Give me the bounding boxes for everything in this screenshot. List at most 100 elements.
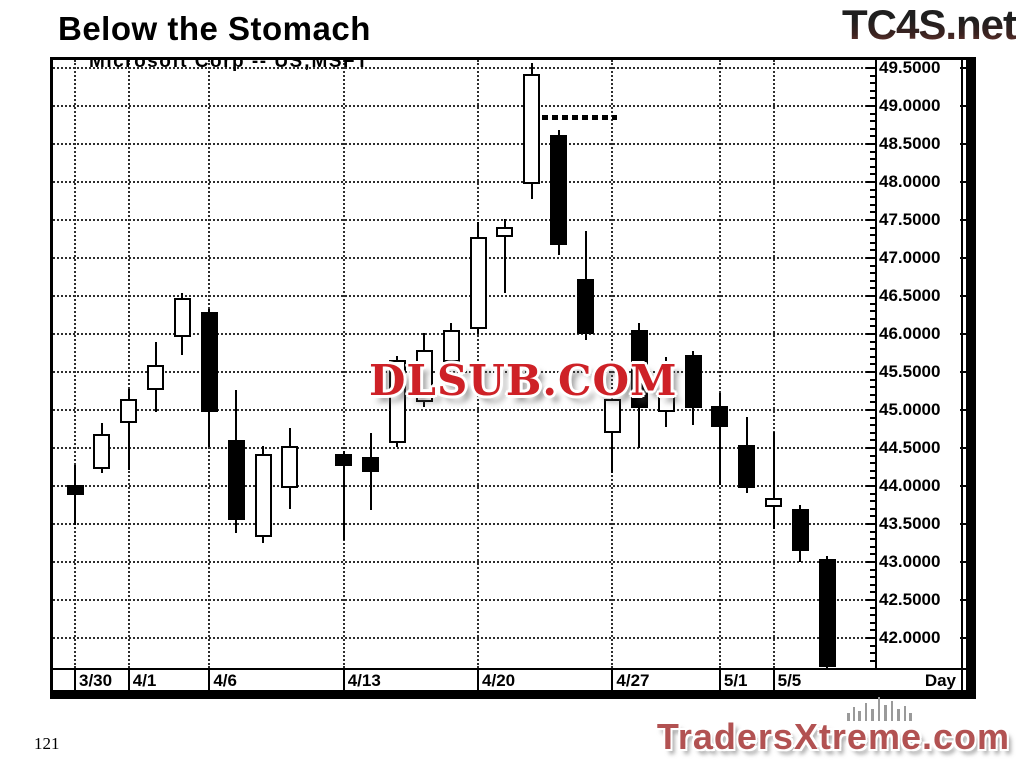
- h-gridline: [53, 485, 871, 487]
- page-number: 121: [34, 734, 60, 753]
- ruler-tick: [870, 545, 875, 548]
- ruler-tick: [870, 507, 875, 510]
- candle-up: [765, 498, 783, 507]
- ruler-tick: [870, 97, 875, 100]
- ruler-tick: [866, 409, 875, 411]
- ruler-tick: [866, 599, 875, 601]
- ruler-tick: [870, 431, 875, 434]
- ruler-tick: [866, 333, 875, 335]
- x-tick-label: 5/5: [777, 671, 802, 690]
- ruler-tick: [870, 424, 875, 427]
- tradersxtreme-logo: TradersXtreme.com: [656, 716, 1010, 757]
- ruler-tick: [870, 386, 875, 389]
- y-tick-nub: [960, 409, 966, 411]
- x-tick-label: 5/1: [723, 671, 748, 690]
- y-tick-nub: [960, 599, 966, 601]
- x-tick-label: 4/6: [213, 671, 237, 690]
- ruler-tick: [866, 447, 875, 449]
- h-gridline: [53, 257, 871, 259]
- ruler-tick: [870, 135, 875, 138]
- ruler-tick: [870, 416, 875, 419]
- ruler-tick: [870, 576, 875, 579]
- ruler-tick: [870, 120, 875, 123]
- ruler-tick: [870, 340, 875, 343]
- ruler-tick: [866, 371, 875, 373]
- candle-up: [147, 365, 165, 391]
- ruler-tick: [870, 530, 875, 533]
- ruler-tick: [866, 637, 875, 639]
- ruler-tick: [866, 561, 875, 563]
- x-tick: [477, 670, 480, 690]
- ruler-tick: [870, 211, 875, 214]
- ruler-tick: [870, 462, 875, 465]
- ruler-tick: [870, 355, 875, 358]
- y-tick-nub: [960, 485, 966, 487]
- ruler-tick: [870, 317, 875, 320]
- ruler-tick: [870, 89, 875, 92]
- ruler-tick: [870, 439, 875, 442]
- y-tick-label: 47.0000: [879, 248, 941, 267]
- y-tick-nub: [960, 447, 966, 449]
- h-gridline: [53, 637, 871, 639]
- candle-up: [657, 394, 675, 412]
- ruler-tick: [870, 241, 875, 244]
- timeframe-label: Day: [924, 671, 956, 690]
- v-gridline: [718, 60, 721, 668]
- y-tick-label: 48.0000: [879, 172, 941, 191]
- y-tick-nub: [960, 105, 966, 107]
- x-tick-label: 4/13: [347, 671, 381, 690]
- ruler-tick: [870, 279, 875, 282]
- ruler-tick: [870, 644, 875, 647]
- stomach-level-dotted-line: [541, 115, 618, 121]
- x-tick-label: 3/30: [79, 671, 113, 690]
- y-tick-label: 42.0000: [879, 628, 941, 647]
- y-tick-label: 46.5000: [879, 286, 941, 305]
- v-gridline: [74, 60, 76, 668]
- ruler-tick: [866, 257, 875, 259]
- candle-wick: [127, 389, 130, 471]
- candle-wick: [503, 219, 506, 293]
- ruler-tick: [870, 348, 875, 351]
- ruler-tick: [866, 181, 875, 183]
- candle-wick: [342, 451, 345, 540]
- ruler-tick: [870, 553, 875, 556]
- y-tick-label: 46.0000: [879, 324, 941, 343]
- candle-down: [630, 330, 648, 409]
- candle-up: [388, 359, 406, 444]
- y-tick-label: 49.5000: [879, 58, 941, 77]
- ruler-tick: [870, 629, 875, 632]
- candle-down: [227, 439, 245, 521]
- ruler-tick: [870, 583, 875, 586]
- candle-down: [684, 355, 702, 409]
- h-gridline: [53, 523, 871, 525]
- v-gridline: [611, 60, 614, 668]
- ruler-tick: [870, 287, 875, 290]
- ruler-tick: [866, 143, 875, 145]
- ruler-tick: [870, 150, 875, 153]
- y-tick-nub: [960, 67, 966, 69]
- chart-box: Microsoft Corp -- US;MSFT DLSUB.COM 49.5…: [50, 57, 976, 699]
- ruler-tick: [870, 363, 875, 366]
- ruler-tick: [866, 485, 875, 487]
- y-tick-label: 43.5000: [879, 514, 941, 533]
- tc4s-logo: TC4S.net: [841, 1, 1017, 48]
- x-axis: Day 3/30 4/1 4/6 4/13 4/20 4/27 5/1 5/5: [53, 668, 966, 692]
- ruler-tick: [870, 606, 875, 609]
- ruler-tick: [870, 538, 875, 541]
- candle-down: [711, 406, 729, 428]
- ruler-tick: [870, 378, 875, 381]
- ruler-tick: [870, 469, 875, 472]
- ruler-tick: [870, 500, 875, 503]
- ruler-tick: [870, 158, 875, 161]
- candle-down: [335, 454, 353, 467]
- ruler-tick: [870, 621, 875, 624]
- candlestick-plot: Microsoft Corp -- US;MSFT DLSUB.COM: [53, 60, 871, 668]
- v-gridline: [342, 60, 345, 668]
- x-tick-label: 4/20: [482, 671, 516, 690]
- ruler-tick: [870, 401, 875, 404]
- x-tick: [611, 670, 614, 690]
- v-gridline: [477, 60, 480, 668]
- y-tick-nub: [960, 143, 966, 145]
- ruler-tick: [870, 249, 875, 252]
- ruler-tick: [870, 196, 875, 199]
